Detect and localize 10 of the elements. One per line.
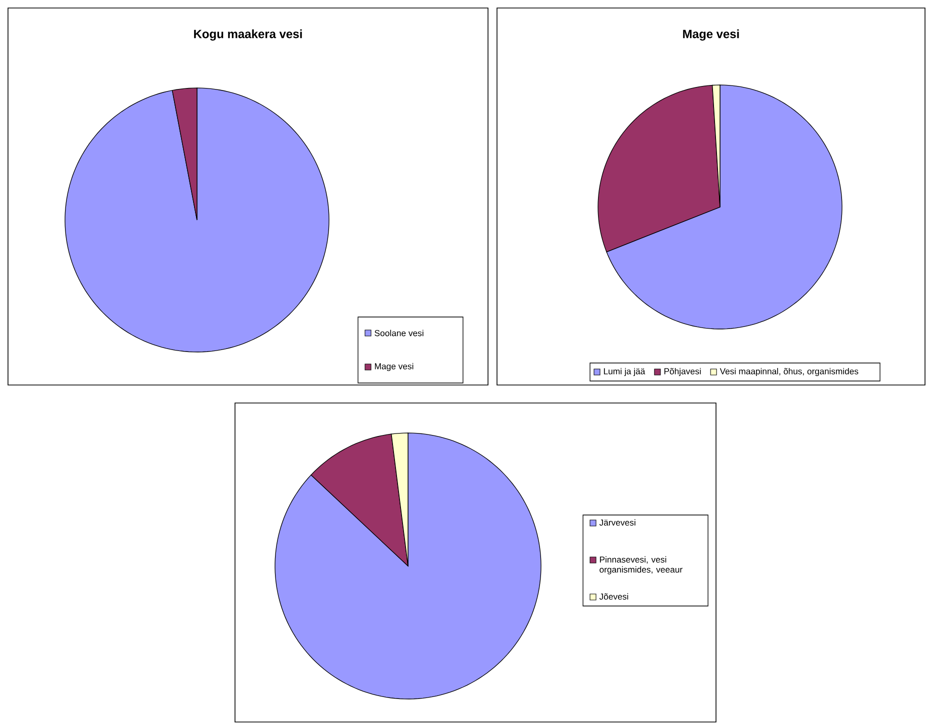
- legend-label: Lumi ja jää: [604, 368, 646, 376]
- legend-label: Järvevesi: [599, 519, 636, 526]
- legend-label: Pinnasevesi, vesi organismides, veeaur: [600, 556, 682, 574]
- chart-title: Kogu maakera vesi: [194, 29, 302, 41]
- legend-label: Põhjavesi: [664, 368, 701, 376]
- legend-label: Soolane vesi: [374, 330, 424, 336]
- legend-label: Vesi maapinnal, õhus, organismides: [720, 368, 858, 376]
- legend-label: Mage vesi: [374, 362, 414, 372]
- legend-label: Jõevesi: [599, 593, 628, 600]
- chart-title: Mage vesi: [683, 29, 739, 41]
